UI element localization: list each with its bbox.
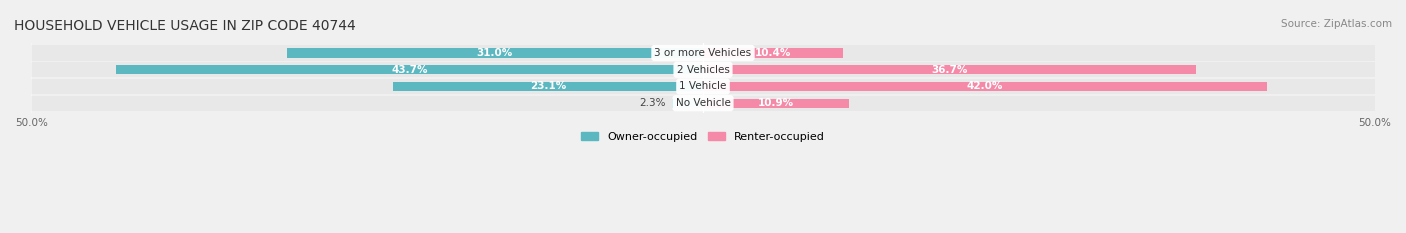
Bar bbox=[31, 79, 1375, 94]
Bar bbox=[703, 82, 1267, 91]
Bar bbox=[672, 99, 703, 108]
Text: 36.7%: 36.7% bbox=[931, 65, 967, 75]
Bar bbox=[117, 65, 703, 74]
Text: 43.7%: 43.7% bbox=[391, 65, 427, 75]
Text: 42.0%: 42.0% bbox=[967, 82, 1004, 92]
Text: 10.4%: 10.4% bbox=[755, 48, 792, 58]
Bar bbox=[31, 45, 1375, 61]
Text: HOUSEHOLD VEHICLE USAGE IN ZIP CODE 40744: HOUSEHOLD VEHICLE USAGE IN ZIP CODE 4074… bbox=[14, 19, 356, 33]
Bar bbox=[703, 48, 842, 58]
Bar bbox=[392, 82, 703, 91]
Text: 1 Vehicle: 1 Vehicle bbox=[679, 82, 727, 92]
Text: 2 Vehicles: 2 Vehicles bbox=[676, 65, 730, 75]
Text: 2.3%: 2.3% bbox=[638, 98, 665, 108]
Legend: Owner-occupied, Renter-occupied: Owner-occupied, Renter-occupied bbox=[576, 127, 830, 146]
Bar bbox=[703, 65, 1197, 74]
Bar bbox=[287, 48, 703, 58]
Text: No Vehicle: No Vehicle bbox=[675, 98, 731, 108]
Text: 31.0%: 31.0% bbox=[477, 48, 513, 58]
Bar bbox=[31, 96, 1375, 111]
Text: 23.1%: 23.1% bbox=[530, 82, 567, 92]
Text: 10.9%: 10.9% bbox=[758, 98, 794, 108]
Bar bbox=[31, 62, 1375, 77]
Bar bbox=[703, 99, 849, 108]
Text: 3 or more Vehicles: 3 or more Vehicles bbox=[654, 48, 752, 58]
Text: Source: ZipAtlas.com: Source: ZipAtlas.com bbox=[1281, 19, 1392, 29]
